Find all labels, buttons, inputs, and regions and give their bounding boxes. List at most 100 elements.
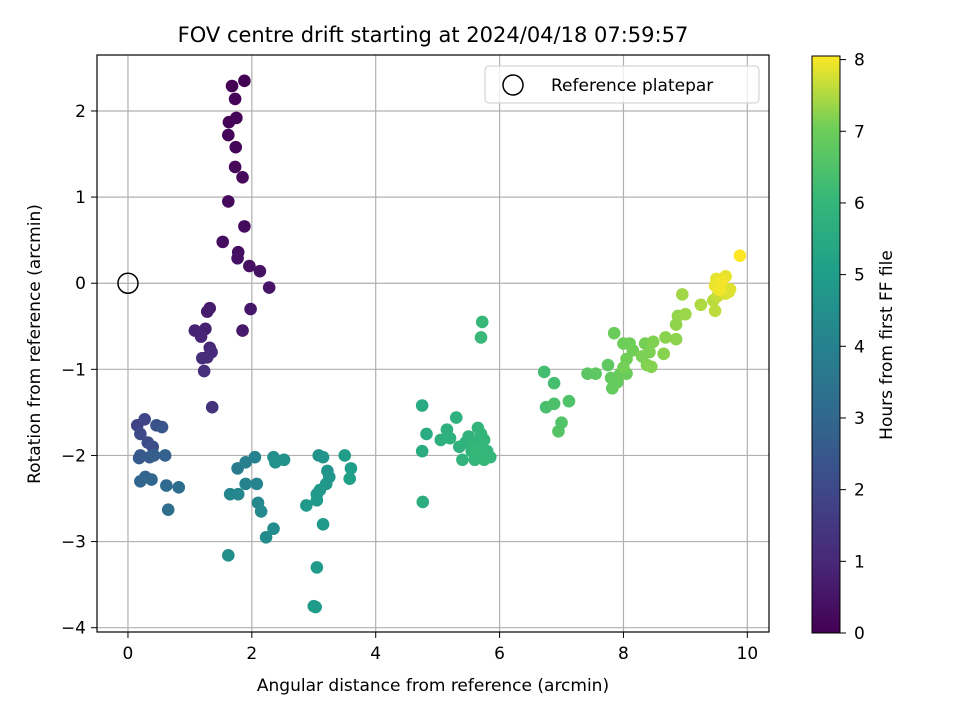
colorbar-tick-label: 5 — [854, 266, 865, 286]
x-axis-label: Angular distance from reference (arcmin) — [257, 676, 609, 696]
chart-title: FOV centre drift starting at 2024/04/18 … — [178, 23, 689, 47]
data-point — [443, 431, 457, 445]
data-point — [316, 450, 330, 464]
data-point — [155, 420, 169, 434]
data-point — [239, 477, 252, 491]
colorbar-tick-label: 8 — [854, 51, 865, 71]
data-point — [225, 79, 239, 93]
data-point — [222, 115, 236, 129]
colorbar-gradient — [811, 55, 841, 634]
data-point — [343, 472, 356, 486]
data-point — [243, 259, 256, 273]
data-point — [456, 453, 469, 467]
data-point — [617, 361, 630, 374]
data-point — [194, 330, 208, 343]
x-tick-label: 10 — [737, 644, 759, 664]
data-point — [195, 351, 209, 365]
data-point — [244, 302, 257, 316]
data-point — [607, 326, 621, 340]
data-point — [659, 331, 672, 344]
x-tick-label: 8 — [618, 644, 629, 664]
data-point — [679, 307, 692, 321]
legend-box — [484, 65, 760, 104]
data-point — [238, 74, 251, 88]
legend-marker — [502, 74, 524, 96]
data-point — [231, 251, 244, 265]
data-point — [259, 530, 273, 544]
data-point — [537, 365, 551, 379]
data-point — [254, 505, 268, 518]
data-point — [669, 332, 683, 346]
colorbar-tick-label: 6 — [854, 194, 865, 214]
data-point — [277, 453, 291, 467]
data-point — [646, 335, 660, 349]
data-point — [253, 264, 267, 278]
data-point — [589, 367, 602, 380]
data-point — [161, 503, 175, 517]
x-tick-label: 0 — [123, 644, 134, 664]
data-point — [415, 444, 429, 458]
data-point — [132, 451, 146, 465]
data-point — [248, 450, 262, 464]
legend-entry-reference-platepar: Reference platepar — [551, 76, 713, 96]
y-tick-label: 0 — [75, 274, 86, 294]
data-point — [300, 499, 313, 512]
data-point — [158, 449, 172, 462]
colorbar-tick-label: 1 — [854, 552, 865, 572]
y-tick-label: −2 — [61, 446, 86, 466]
data-point — [416, 495, 430, 509]
data-point — [694, 298, 708, 312]
data-point — [160, 479, 173, 492]
plot-frame — [96, 54, 770, 633]
data-point — [562, 394, 576, 408]
x-axis-ticks: 0 2 4 6 8 10 — [123, 632, 759, 664]
colorbar-tick-label: 0 — [854, 624, 865, 644]
data-point — [236, 170, 249, 184]
data-point — [547, 376, 561, 390]
data-point — [415, 399, 429, 412]
data-point — [216, 235, 230, 249]
y-tick-label: 2 — [75, 102, 86, 122]
data-point — [134, 427, 147, 441]
data-point — [228, 160, 242, 174]
data-point — [338, 449, 352, 462]
data-point — [309, 600, 322, 614]
data-point — [477, 453, 491, 467]
data-point — [434, 433, 448, 447]
data-point — [475, 440, 489, 454]
data-point — [474, 331, 488, 344]
data-point — [708, 304, 722, 318]
data-point — [222, 549, 235, 562]
data-point — [675, 288, 689, 301]
data-point — [229, 140, 243, 154]
data-point — [200, 305, 214, 318]
colorbar-tick-label: 3 — [854, 409, 865, 429]
data-point — [138, 412, 151, 426]
data-point — [231, 487, 245, 501]
y-tick-label: −1 — [61, 360, 86, 380]
data-point — [316, 518, 330, 531]
legend: Reference platepar — [484, 65, 760, 104]
data-point — [222, 128, 235, 142]
x-tick-label: 6 — [494, 644, 505, 664]
data-point — [310, 561, 324, 574]
reference-point-marker — [117, 272, 139, 294]
x-tick-label: 4 — [370, 644, 381, 664]
colorbar-tick-label: 4 — [854, 337, 865, 357]
data-point — [723, 282, 737, 296]
data-point — [420, 427, 433, 441]
data-point — [262, 281, 276, 294]
data-point — [344, 462, 358, 475]
colorbar-tick-label: 7 — [854, 122, 865, 142]
data-point — [449, 411, 463, 424]
data-point — [236, 324, 249, 337]
data-point — [643, 345, 656, 359]
data-point — [657, 347, 671, 361]
data-point — [310, 493, 324, 507]
data-point — [145, 473, 158, 486]
data-point — [172, 481, 186, 494]
data-point — [715, 275, 728, 288]
y-tick-label: −4 — [61, 619, 86, 639]
colorbar-ticks: 0 1 2 3 4 5 6 7 8 — [840, 51, 865, 644]
